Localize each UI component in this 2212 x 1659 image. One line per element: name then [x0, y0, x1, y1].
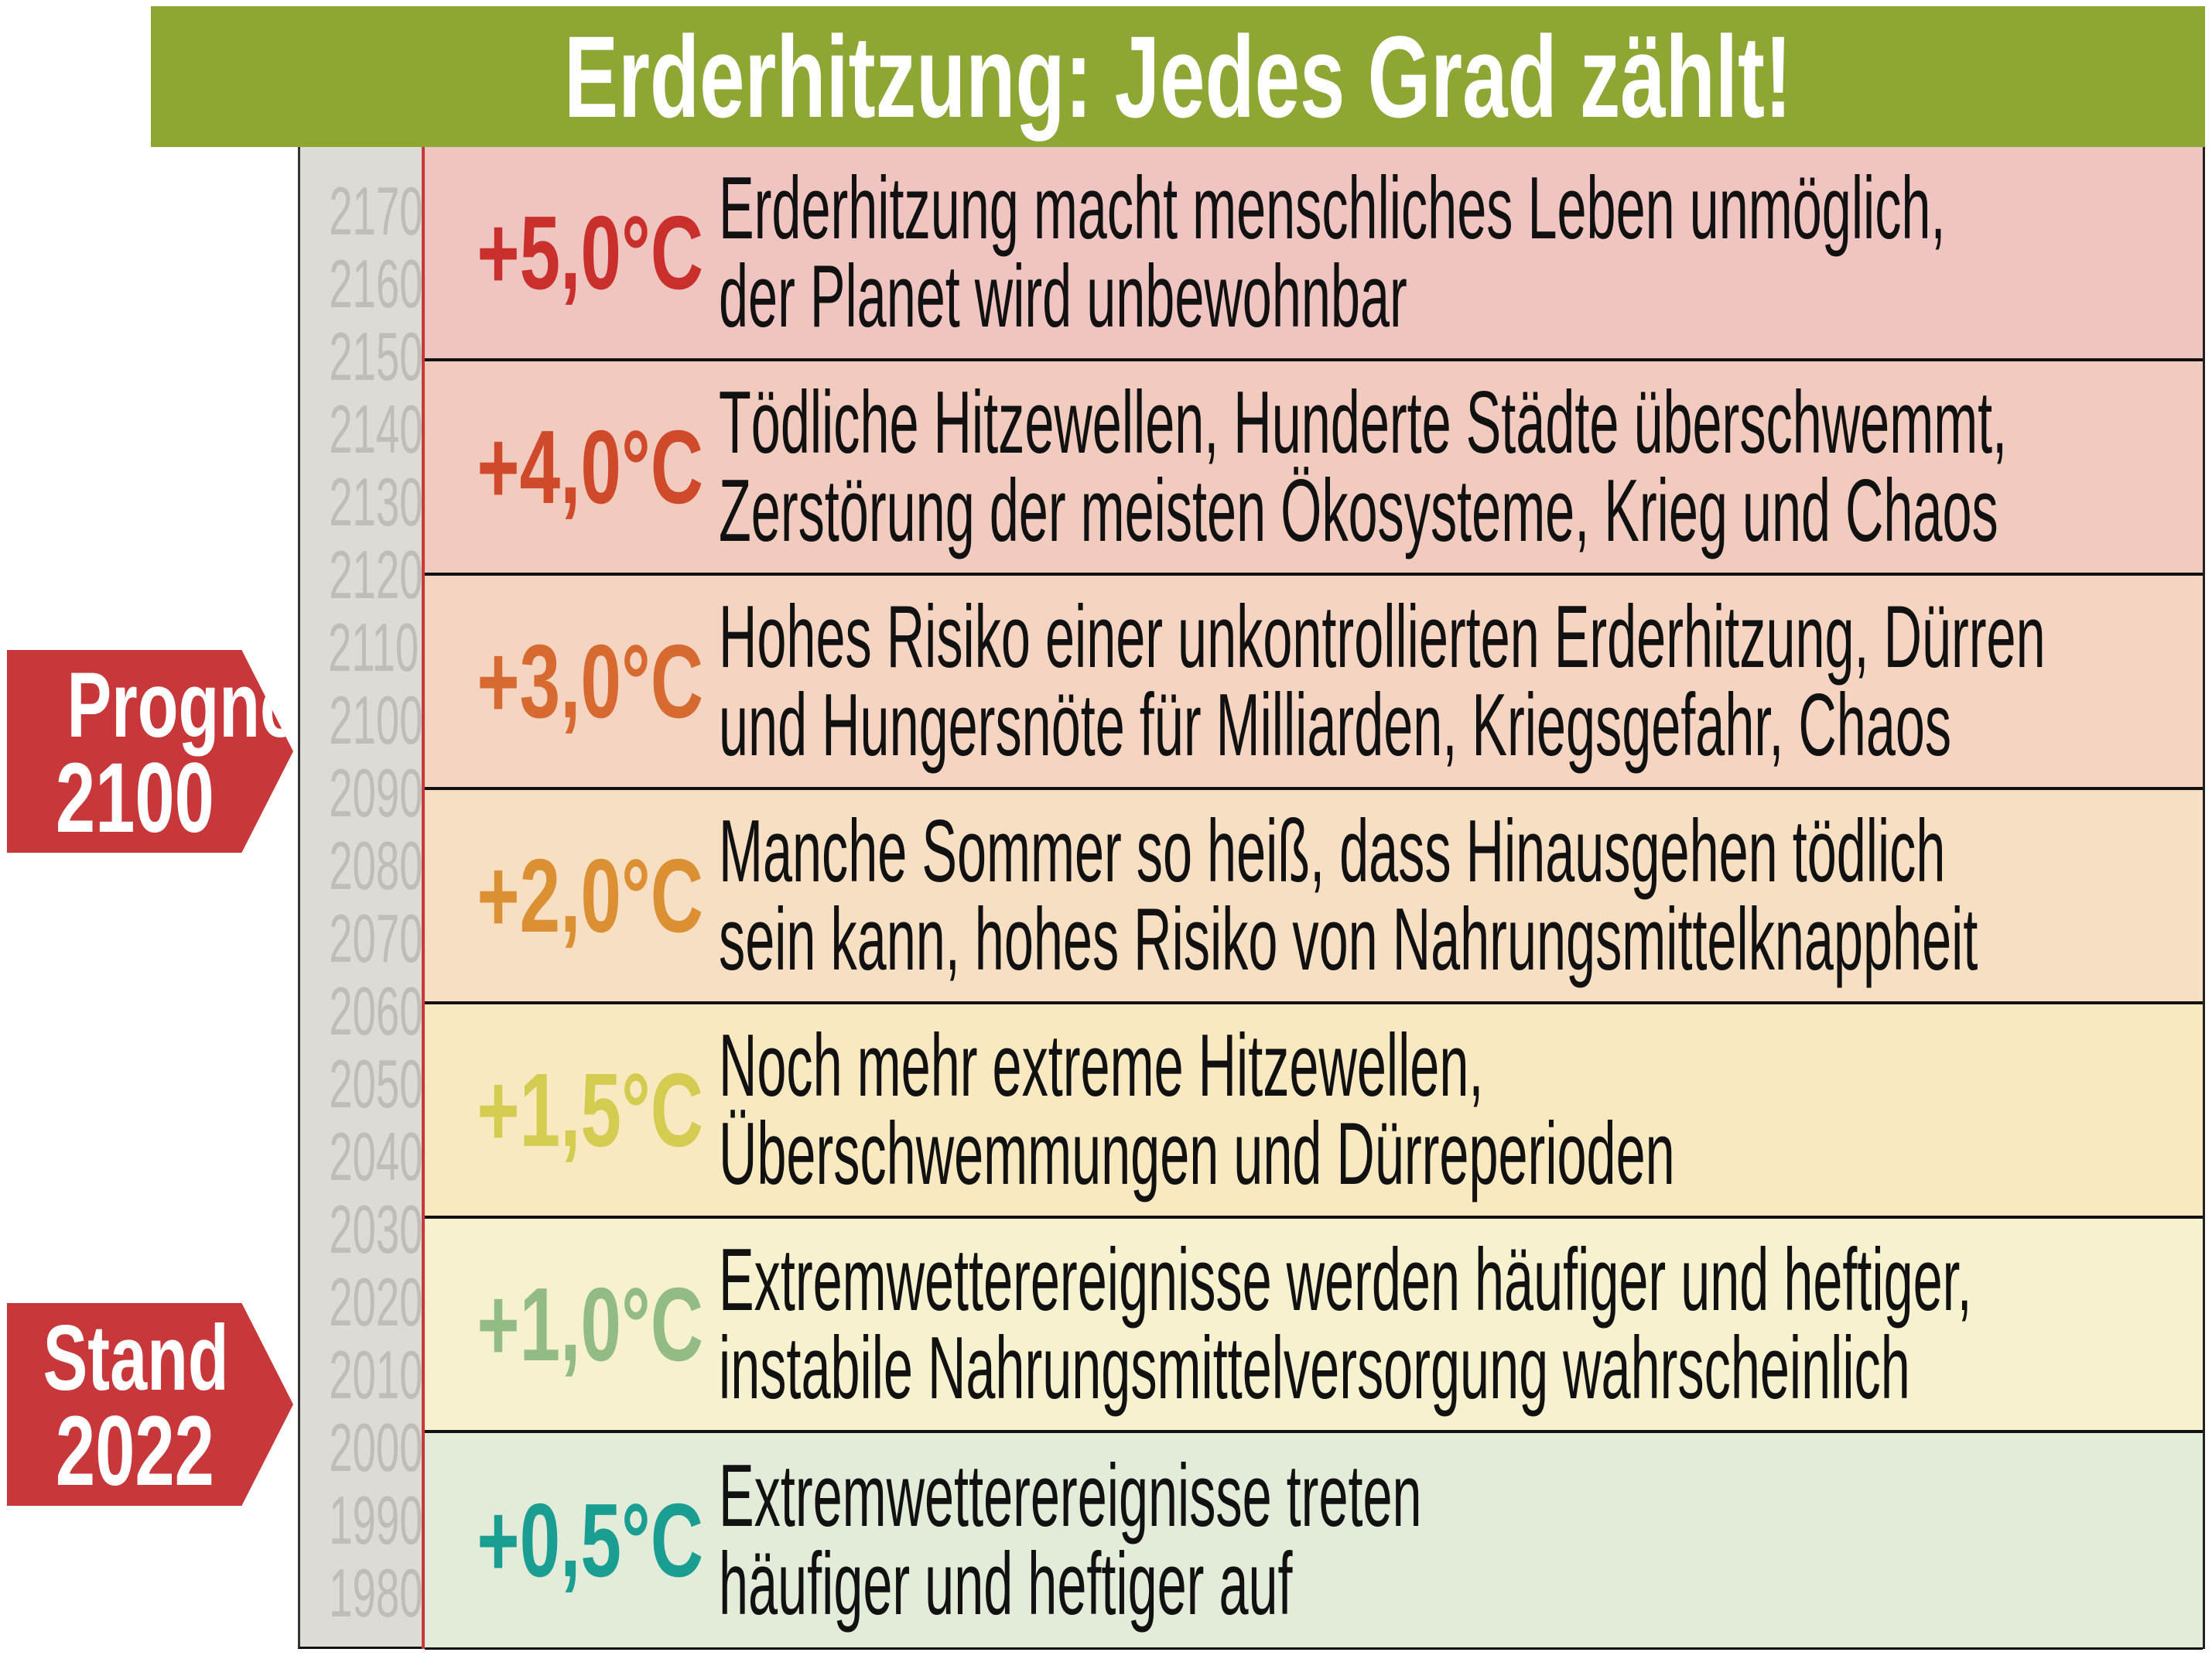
temperature-cell: +0,5°C — [440, 1433, 703, 1647]
temperature-cell: +2,0°C — [440, 790, 703, 1001]
forecast-year: 2100 — [55, 743, 214, 853]
impact-description: Erderhitzung macht menschliches Leben un… — [719, 147, 2212, 358]
year-label: 2170 — [300, 175, 422, 248]
impact-description: Hohes Risiko einer unkontrollierten Erde… — [719, 576, 2212, 787]
status-label: Stand — [43, 1306, 229, 1410]
year-text: 2160 — [329, 245, 423, 322]
temperature-value: +4,0°C — [477, 409, 703, 525]
year-label: 2040 — [300, 1120, 422, 1193]
year-label: 2150 — [300, 320, 422, 393]
year-label: 2060 — [300, 975, 422, 1048]
warming-level-row: +1,5°C Noch mehr extreme Hitzewellen, Über… — [425, 1004, 2203, 1219]
year-label: 2130 — [300, 466, 422, 539]
year-text: 2010 — [329, 1336, 423, 1413]
temperature-value: +5,0°C — [477, 194, 703, 311]
warming-level-row: +2,0°C Manche Sommer so heiß, dass Hinaus… — [425, 790, 2203, 1004]
title-bar: Erderhitzung: Jedes Grad zählt! — [151, 6, 2205, 147]
year-label: 2070 — [300, 902, 422, 975]
year-text: 2100 — [329, 682, 423, 758]
year-label: 2090 — [300, 757, 422, 830]
year-text: 2110 — [327, 609, 419, 686]
description-line: Hohes Risiko einer unkontrollierten Erde… — [719, 587, 2046, 686]
year-label: 1980 — [300, 1557, 422, 1630]
year-label: 2050 — [300, 1048, 422, 1120]
description-line: Manche Sommer so heiß, dass Hinausgehen … — [719, 802, 1946, 901]
description-line: Zerstörung der meisten Ökosysteme, Krieg… — [719, 461, 1998, 560]
year-label: 2020 — [300, 1266, 422, 1339]
year-label: 2160 — [300, 248, 422, 320]
current-status-marker: Stand 2022 — [7, 1303, 293, 1506]
description-line: Extremwetterereignisse werden häufiger u… — [719, 1230, 1972, 1329]
impact-description: Noch mehr extreme Hitzewellen, Überschwem… — [719, 1004, 2212, 1216]
temperature-value: +2,0°C — [477, 837, 703, 954]
description-line: der Planet wird unbewohnbar — [719, 247, 1407, 346]
year-text: 2130 — [329, 463, 423, 540]
warming-level-row: +4,0°C Tödliche Hitzewellen, Hunderte Stä… — [425, 361, 2203, 576]
description-line: Noch mehr extreme Hitzewellen, — [719, 1016, 1484, 1115]
year-text: 1990 — [329, 1482, 423, 1558]
year-label: 2030 — [300, 1193, 422, 1266]
description-line: Extremwetterereignisse treten — [719, 1446, 1422, 1545]
warming-level-row: +3,0°C Hohes Risiko einer unkontrollierte… — [425, 576, 2203, 790]
year-text: 2020 — [329, 1264, 423, 1340]
temperature-cell: +1,0°C — [440, 1219, 703, 1430]
temperature-value: +3,0°C — [477, 623, 703, 740]
year-text: 2030 — [329, 1191, 423, 1267]
year-label: 2000 — [300, 1411, 422, 1484]
year-text: 2050 — [329, 1045, 423, 1122]
temperature-value: +0,5°C — [477, 1482, 703, 1599]
warming-levels-table: +5,0°C Erderhitzung macht menschliches Le… — [425, 147, 2205, 1650]
year-scale: 2170 2160 2150 2140 2130 2120 2110 2100 2090 2080… — [298, 147, 423, 1649]
year-text: 2140 — [329, 391, 423, 467]
impact-description: Extremwetterereignisse werden häufiger u… — [719, 1219, 2212, 1430]
year-text: 2080 — [329, 827, 423, 904]
status-year: 2022 — [55, 1396, 214, 1507]
description-line: Erderhitzung macht menschliches Leben un… — [719, 159, 1946, 258]
temperature-cell: +5,0°C — [440, 147, 703, 358]
year-text: 1980 — [329, 1555, 423, 1631]
warming-level-row: +1,0°C Extremwetterereignisse werden häuf… — [425, 1219, 2203, 1433]
year-label: 2120 — [300, 539, 422, 611]
year-text: 2090 — [329, 754, 423, 831]
description-line: sein kann, hohes Risiko von Nahrungsmitt… — [719, 890, 1978, 989]
red-divider — [422, 147, 425, 1649]
warming-level-row: +0,5°C Extremwetterereignisse treten häufi… — [425, 1433, 2203, 1650]
temperature-value: +1,0°C — [477, 1266, 703, 1383]
impact-description: Extremwetterereignisse treten häufiger un… — [719, 1433, 1890, 1647]
page-title: Erderhitzung: Jedes Grad zählt! — [564, 11, 1792, 142]
year-text: 2150 — [329, 318, 423, 395]
description-line: Überschwemmungen und Dürreperioden — [719, 1104, 1675, 1203]
description-line: instabile Nahrungsmittelversorgung wahrs… — [719, 1319, 1910, 1418]
year-label: 2140 — [300, 393, 422, 466]
temperature-value: +1,5°C — [477, 1052, 703, 1168]
temperature-cell: +4,0°C — [440, 361, 703, 573]
year-text: 2070 — [329, 900, 423, 977]
year-label: 2100 — [300, 684, 422, 757]
year-label: 2010 — [300, 1339, 422, 1411]
description-line: Tödliche Hitzewellen, Hunderte Städte üb… — [719, 373, 2008, 472]
year-label: 2080 — [300, 830, 422, 902]
year-text: 2170 — [329, 173, 423, 249]
description-line: häufiger und heftiger auf — [719, 1534, 1293, 1633]
impact-description: Tödliche Hitzewellen, Hunderte Städte üb… — [719, 361, 2212, 573]
year-text: 2000 — [329, 1409, 423, 1486]
year-text: 2040 — [329, 1118, 423, 1195]
year-text: 2120 — [329, 536, 423, 613]
year-label: 1990 — [300, 1484, 422, 1557]
impact-description: Manche Sommer so heiß, dass Hinausgehen … — [719, 790, 2212, 1001]
year-text: 2060 — [329, 973, 423, 1049]
description-line: und Hungersnöte für Milliarden, Kriegsge… — [719, 676, 1952, 775]
forecast-marker: Prognose 2100 — [7, 650, 293, 853]
temperature-cell: +3,0°C — [440, 576, 703, 787]
year-label: 2110 — [300, 611, 422, 684]
warming-level-row: +5,0°C Erderhitzung macht menschliches Le… — [425, 147, 2203, 361]
temperature-cell: +1,5°C — [440, 1004, 703, 1216]
